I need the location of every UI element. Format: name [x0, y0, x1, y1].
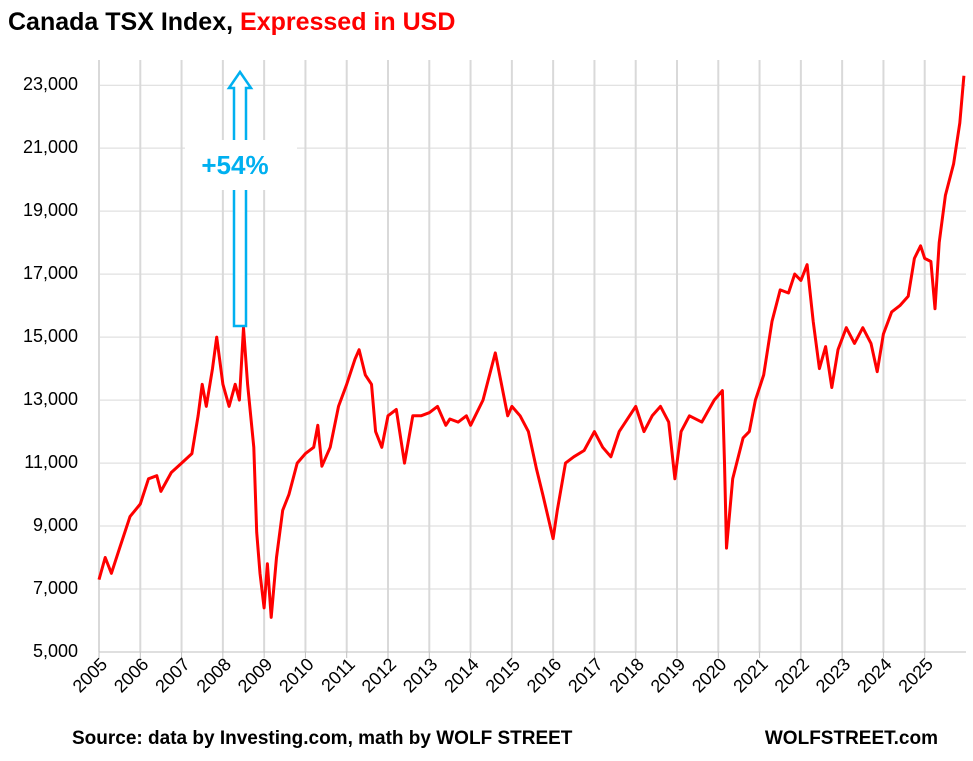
y-tick-label: 23,000 — [23, 74, 78, 94]
x-tick-label: 2021 — [729, 654, 771, 696]
y-tick-label: 19,000 — [23, 200, 78, 220]
y-tick-label: 11,000 — [24, 452, 78, 472]
x-tick-label: 2010 — [275, 654, 317, 696]
x-tick-label: 2016 — [523, 654, 565, 696]
x-tick-label: 2006 — [110, 654, 152, 696]
y-tick-label: 21,000 — [23, 137, 78, 157]
x-tick-label: 2011 — [317, 654, 359, 696]
x-tick-label: 2018 — [605, 654, 647, 696]
x-tick-label: 2009 — [234, 654, 276, 696]
y-tick-label: 5,000 — [33, 641, 78, 661]
chart-title: Canada TSX Index, Expressed in USD — [8, 8, 455, 36]
x-tick-label: 2025 — [894, 654, 936, 696]
x-tick-label: 2008 — [193, 654, 235, 696]
credit: WOLFSTREET.com — [765, 728, 938, 749]
x-tick-label: 2020 — [688, 654, 730, 696]
x-tick-label: 2014 — [440, 654, 482, 696]
source: Source: data by Investing.com, math by W… — [72, 728, 573, 749]
x-tick-label: 2023 — [812, 654, 854, 696]
grid: 5,000 7,000 9,000 11,000 13,000 15,000 17,000 1… — [23, 60, 966, 697]
x-tick-label: 2013 — [399, 654, 441, 696]
title-main: Canada TSX Index, — [8, 8, 233, 36]
x-tick-label: 2024 — [853, 654, 895, 696]
title-highlight: Expressed in USD — [240, 8, 455, 36]
y-tick-label: 17,000 — [23, 263, 78, 283]
y-tick-label: 9,000 — [33, 515, 78, 535]
y-tick-label: 13,000 — [23, 389, 78, 409]
x-tick-label: 2007 — [151, 654, 193, 696]
x-tick-label: 2022 — [771, 654, 813, 696]
x-tick-label: 2015 — [482, 654, 524, 696]
data-line — [97, 75, 966, 619]
x-tick-label: 2019 — [647, 654, 689, 696]
x-tick-label: 2017 — [564, 654, 606, 696]
annotation-bg — [185, 140, 297, 190]
plot — [97, 75, 966, 619]
x-tick-label: 2012 — [358, 654, 400, 696]
arrow — [226, 69, 254, 328]
annotation: +54% — [201, 150, 268, 180]
annotation-arrow: +54% — [185, 69, 297, 328]
y-tick-label: 15,000 — [23, 326, 78, 346]
y-tick-label: 7,000 — [33, 578, 78, 598]
